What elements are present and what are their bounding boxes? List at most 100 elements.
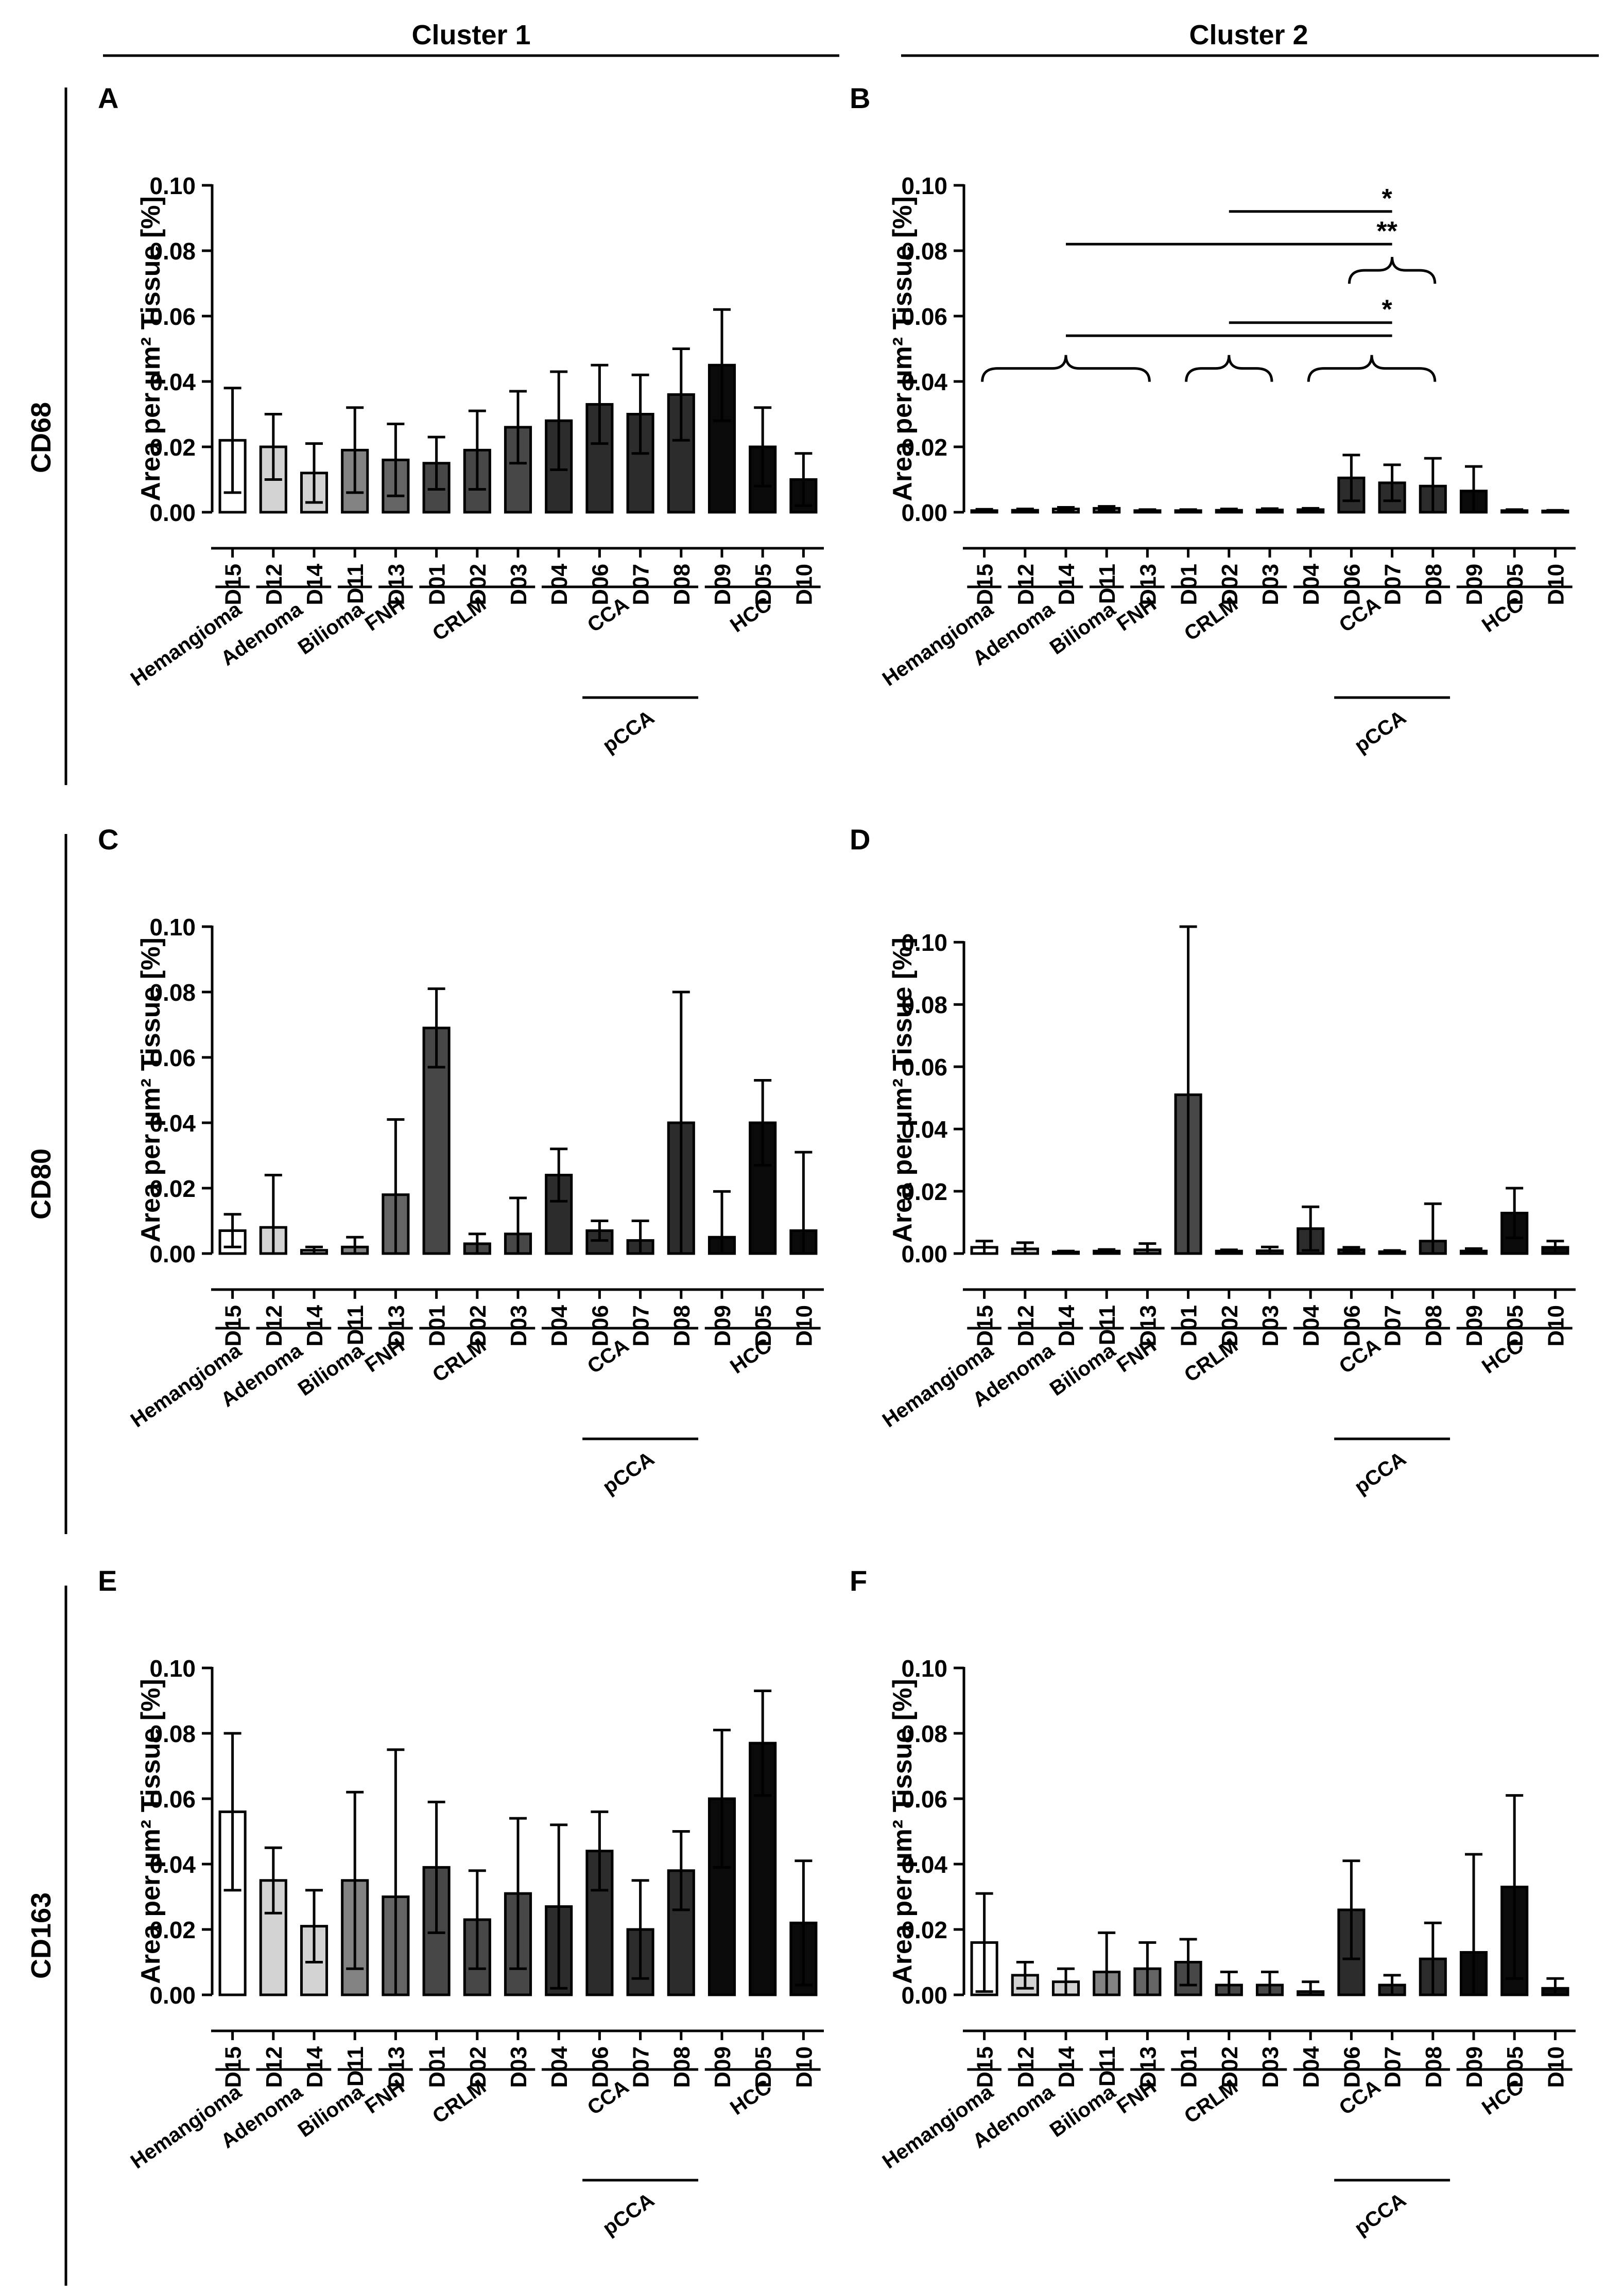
cluster-2-header: Cluster 2 (1189, 20, 1308, 50)
category-label-D04: D04 (1299, 1304, 1324, 1346)
category-label-D11: D11 (343, 1305, 368, 1345)
category-label-D08: D08 (1421, 564, 1446, 605)
y-tick-label: 0.06 (149, 1786, 196, 1813)
subgroup-label-pcca: pCCA (1351, 1447, 1410, 1499)
category-label-D13: D13 (1135, 2046, 1161, 2088)
category-label-D13: D13 (1135, 1305, 1161, 1347)
category-label-D05: D05 (1503, 2046, 1528, 2088)
category-label-D08: D08 (669, 2046, 695, 2088)
y-tick-label: 0.10 (149, 914, 196, 941)
y-tick-label: 0.08 (149, 238, 196, 265)
cd68-row-label: CD68 (26, 402, 57, 473)
category-label-D14: D14 (1054, 1304, 1079, 1346)
panel-label: D (850, 823, 870, 856)
category-label-D01: D01 (425, 564, 450, 605)
subgroup-label-pcca: pCCA (1351, 2188, 1410, 2240)
category-label-D09: D09 (1462, 2046, 1487, 2088)
group-bracket (1185, 355, 1273, 382)
category-label-D06: D06 (588, 2046, 613, 2088)
subgroup-label-pcca: pCCA (1351, 706, 1410, 757)
y-tick-label: 0.10 (901, 929, 947, 956)
category-label-D07: D07 (1380, 1305, 1406, 1347)
category-label-D02: D02 (1217, 1305, 1242, 1347)
y-tick-label: 0.06 (149, 303, 196, 330)
category-label-D01: D01 (1177, 2046, 1202, 2088)
y-tick-label: 0.00 (901, 499, 947, 526)
category-label-D03: D03 (506, 1305, 531, 1347)
category-label-D05: D05 (751, 1305, 776, 1347)
category-label-D14: D14 (302, 563, 327, 605)
significance-marker: * (1382, 295, 1392, 325)
y-tick-label: 0.04 (149, 369, 196, 395)
category-label-D14: D14 (1054, 563, 1079, 605)
y-tick-label: 0.08 (149, 979, 196, 1006)
category-label-D12: D12 (262, 1305, 287, 1347)
cd163-row-label: CD163 (26, 1892, 57, 1979)
panel-label: F (850, 1564, 867, 1597)
category-label-D13: D13 (384, 1305, 409, 1347)
y-tick-label: 0.08 (901, 238, 947, 265)
category-label-D15: D15 (973, 2046, 998, 2088)
category-label-D09: D09 (1462, 1305, 1487, 1347)
category-label-D02: D02 (465, 1305, 491, 1347)
category-label-D11: D11 (1095, 1305, 1120, 1345)
category-label-D06: D06 (588, 564, 613, 605)
group-label-bilioma: Bilioma (294, 2080, 368, 2142)
category-label-D07: D07 (1380, 2046, 1406, 2088)
category-label-D14: D14 (302, 2046, 327, 2088)
category-label-D10: D10 (1543, 564, 1568, 605)
category-label-D04: D04 (547, 1304, 572, 1346)
category-label-D15: D15 (973, 564, 998, 605)
category-label-D06: D06 (1339, 564, 1365, 605)
cd80-row-label: CD80 (26, 1149, 57, 1220)
group-bracket (981, 355, 1151, 382)
y-tick-label: 0.08 (901, 1720, 947, 1747)
group-label-bilioma: Bilioma (294, 1339, 368, 1400)
category-label-D15: D15 (973, 1305, 998, 1347)
panel-f-cd163-cluster-2: F Area per µm² Tissue [%]0.00 0.02 0.04 0.06… (850, 1564, 1576, 2240)
category-label-D11: D11 (1095, 564, 1120, 604)
category-label-D04: D04 (1299, 2046, 1324, 2088)
category-label-D02: D02 (1217, 2046, 1242, 2088)
y-axis-label: Area per µm² Tissue [%] (136, 937, 166, 1243)
y-tick-label: 0.02 (901, 1917, 947, 1943)
category-label-D11: D11 (343, 2046, 368, 2086)
cluster-1-header: Cluster 1 (411, 20, 530, 50)
y-tick-label: 0.00 (149, 1982, 196, 2009)
y-axis-label: Area per µm² Tissue [%] (136, 196, 166, 501)
category-label-D05: D05 (751, 2046, 776, 2088)
y-tick-label: 0.06 (901, 1786, 947, 1813)
y-tick-label: 0.10 (149, 172, 196, 199)
group-label-bilioma: Bilioma (294, 598, 368, 659)
y-tick-label: 0.02 (149, 1175, 196, 1202)
group-label-bilioma: Bilioma (1046, 1339, 1120, 1400)
category-label-D06: D06 (588, 1305, 613, 1347)
category-label-D03: D03 (1258, 1305, 1283, 1347)
y-tick-label: 0.06 (149, 1045, 196, 1071)
y-tick-label: 0.08 (149, 1720, 196, 1747)
category-label-D05: D05 (1503, 1305, 1528, 1347)
y-tick-label: 0.00 (901, 1982, 947, 2009)
y-axis-label: Area per µm² Tissue [%] (888, 937, 918, 1243)
category-label-D12: D12 (1013, 2046, 1039, 2088)
subgroup-label-pcca: pCCA (599, 2188, 659, 2240)
y-tick-label: 0.02 (901, 434, 947, 461)
group-label-bilioma: Bilioma (1046, 598, 1120, 659)
category-label-D07: D07 (629, 2046, 654, 2088)
category-label-D03: D03 (506, 564, 531, 605)
panel-label: A (98, 82, 118, 114)
panel-label: E (98, 1564, 117, 1597)
significance-marker: ** (1376, 216, 1397, 246)
category-label-D10: D10 (791, 1305, 817, 1347)
y-tick-label: 0.00 (901, 1241, 947, 1267)
category-label-D01: D01 (425, 1305, 450, 1347)
category-label-D10: D10 (1543, 1305, 1568, 1347)
category-label-D12: D12 (1013, 1305, 1039, 1347)
y-tick-label: 0.04 (149, 1851, 196, 1878)
category-label-D10: D10 (791, 564, 817, 605)
y-tick-label: 0.10 (901, 172, 947, 199)
subgroup-label-pcca: pCCA (599, 706, 659, 757)
category-label-D01: D01 (1177, 564, 1202, 605)
y-tick-label: 0.00 (149, 1241, 196, 1267)
